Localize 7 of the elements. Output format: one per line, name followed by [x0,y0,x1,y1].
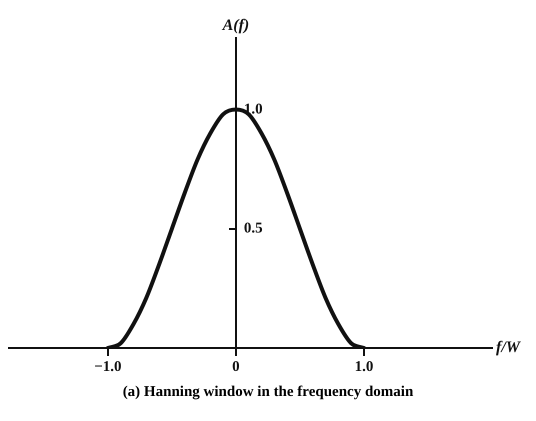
x-tick-label: −1.0 [94,358,122,375]
x-tick-label: 1.0 [354,358,374,375]
y-tick-label: 0.5 [244,220,263,237]
x-tick-label: 0 [232,358,240,375]
y-axis-title: A(f) [222,17,250,34]
x-axis-title: f/W [496,339,522,356]
text: (a) Hanning window in the frequency domain [122,384,414,401]
